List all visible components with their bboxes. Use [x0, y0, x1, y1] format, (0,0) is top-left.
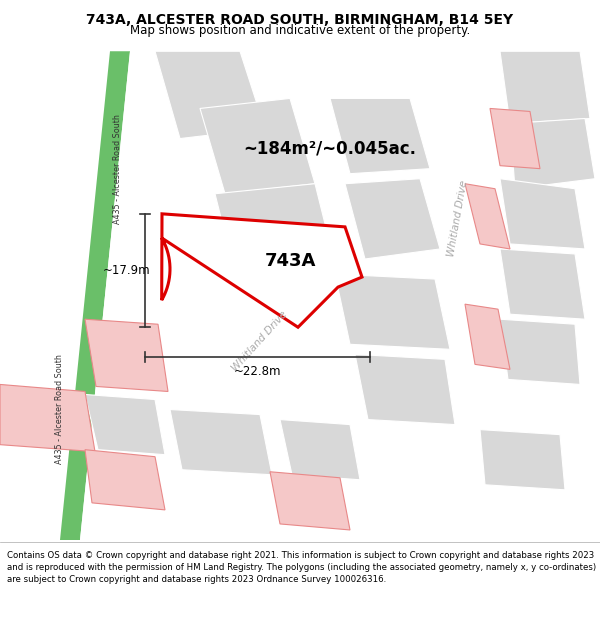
Polygon shape — [280, 419, 360, 480]
Text: A435 - Alcester Road South: A435 - Alcester Road South — [113, 114, 122, 224]
Text: Contains OS data © Crown copyright and database right 2021. This information is : Contains OS data © Crown copyright and d… — [7, 551, 596, 584]
Polygon shape — [500, 51, 590, 124]
Text: Map shows position and indicative extent of the property.: Map shows position and indicative extent… — [130, 24, 470, 37]
Polygon shape — [330, 98, 430, 174]
Text: A435 - Alcester Road South: A435 - Alcester Road South — [56, 354, 65, 464]
Polygon shape — [80, 51, 205, 540]
Polygon shape — [85, 449, 165, 510]
Polygon shape — [500, 249, 585, 319]
Polygon shape — [345, 179, 440, 259]
Polygon shape — [0, 384, 95, 452]
Text: 743A, ALCESTER ROAD SOUTH, BIRMINGHAM, B14 5EY: 743A, ALCESTER ROAD SOUTH, BIRMINGHAM, B… — [86, 12, 514, 27]
Polygon shape — [155, 51, 265, 139]
Polygon shape — [270, 472, 350, 530]
Polygon shape — [85, 394, 165, 455]
Polygon shape — [85, 319, 168, 391]
Polygon shape — [500, 319, 580, 384]
Text: ~184m²/~0.045ac.: ~184m²/~0.045ac. — [244, 139, 416, 158]
Text: ~17.9m: ~17.9m — [103, 264, 151, 277]
Text: 743A: 743A — [265, 252, 316, 270]
Polygon shape — [200, 98, 315, 194]
Polygon shape — [480, 429, 565, 490]
Polygon shape — [170, 409, 272, 475]
Text: Whitland Drive: Whitland Drive — [230, 309, 290, 373]
Polygon shape — [335, 274, 450, 349]
Polygon shape — [465, 304, 510, 369]
Polygon shape — [500, 179, 585, 249]
Text: Whitland Drive: Whitland Drive — [446, 180, 470, 258]
Text: ~22.8m: ~22.8m — [234, 365, 281, 378]
Polygon shape — [510, 119, 595, 189]
Polygon shape — [465, 184, 510, 249]
Polygon shape — [161, 214, 362, 328]
Polygon shape — [490, 109, 540, 169]
Polygon shape — [60, 51, 130, 540]
Polygon shape — [215, 184, 335, 274]
Polygon shape — [355, 354, 455, 424]
